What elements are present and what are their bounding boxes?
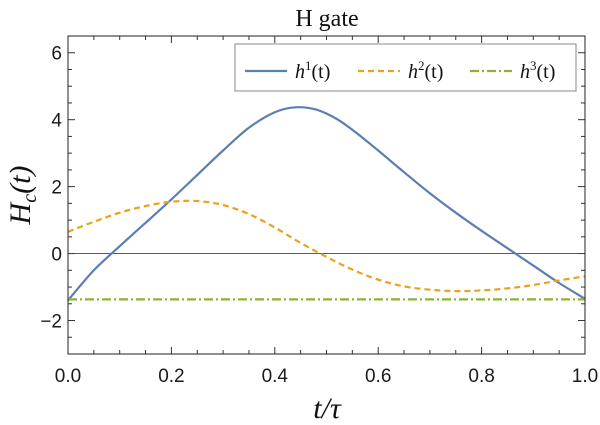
series-line-h1 <box>67 106 586 302</box>
legend-label-h3: h3(t) <box>520 58 555 83</box>
y-axis-label: Hc(t) <box>4 166 41 226</box>
y-tick-label: 2 <box>51 178 62 199</box>
legend: h1(t) h2(t) h3(t) <box>234 43 577 92</box>
chart-title: H gate <box>295 6 358 32</box>
x-axis-label: t/τ <box>313 392 342 425</box>
y-tick-label: 6 <box>51 44 62 65</box>
y-tick-label: −2 <box>40 312 62 333</box>
series-lines <box>67 106 586 302</box>
legend-items: h1(t) h2(t) h3(t) <box>245 58 555 83</box>
series-line-h2 <box>67 199 586 293</box>
x-tick-label: 0.0 <box>55 366 81 387</box>
x-tick-label: 0.2 <box>158 366 184 387</box>
ticks-group <box>67 35 586 355</box>
x-tick-label: 0.6 <box>365 366 391 387</box>
plot-frame <box>67 35 586 355</box>
y-tick-label: 0 <box>51 245 62 266</box>
x-tick-label: 1.0 <box>572 366 598 387</box>
x-tick-label: 0.4 <box>262 366 289 387</box>
y-tick-label: 4 <box>51 111 62 132</box>
tick-labels-group: 0.0 0.2 0.4 0.6 0.8 1.0 −2 0 2 4 6 <box>40 44 598 387</box>
legend-box <box>234 43 577 92</box>
legend-label-h2: h2(t) <box>408 58 443 83</box>
legend-label-h1: h1(t) <box>295 58 330 83</box>
x-tick-label: 0.8 <box>468 366 494 387</box>
